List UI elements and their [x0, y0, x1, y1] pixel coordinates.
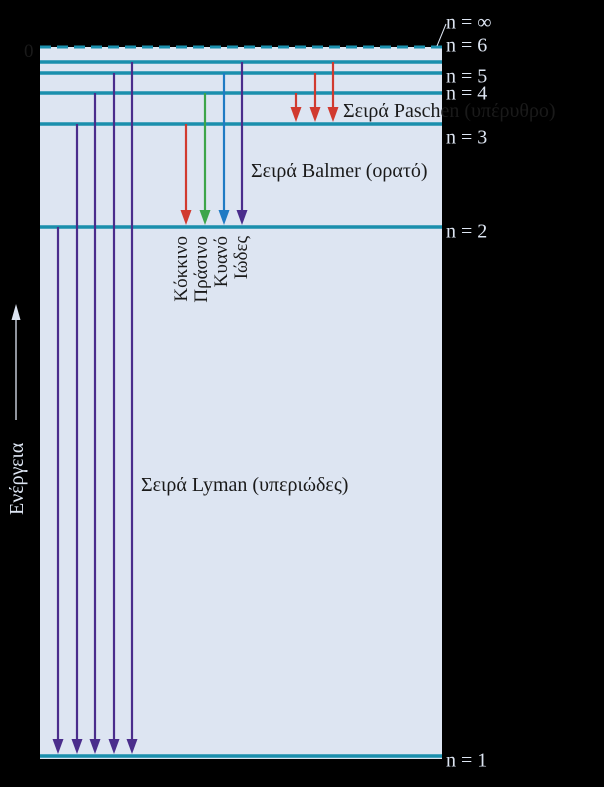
lyman-arrow-4-to-1 — [89, 93, 101, 754]
level-label-n-3: n = 3 — [446, 127, 487, 149]
balmer-series-label: Σειρά Balmer (ορατό) — [251, 160, 428, 182]
energy-axis-arrowhead — [11, 304, 21, 320]
balmer-arrow-4-to-2 — [199, 93, 211, 225]
balmer-color-label-green: Πράσινο — [191, 236, 212, 303]
lyman-series-label: Σειρά Lyman (υπεριώδες) — [141, 474, 348, 496]
balmer-color-label-violet: Ιώδες — [231, 236, 252, 280]
level-label-n-inf: n = ∞ — [446, 12, 492, 34]
n-inf-leader-line — [436, 23, 447, 47]
paschen-arrow-5-to-3 — [309, 73, 321, 122]
transition-arrows — [52, 62, 339, 754]
energy-axis-label: Ενέργεια — [6, 442, 28, 515]
zero-energy-label: 0 — [24, 41, 34, 62]
lyman-arrow-6-to-1 — [126, 62, 138, 754]
paschen-arrow-4-to-3 — [290, 93, 302, 122]
level-label-n-2: n = 2 — [446, 221, 487, 243]
level-label-n-5: n = 5 — [446, 66, 487, 88]
paschen-arrow-6-to-3 — [327, 62, 339, 122]
lyman-arrow-2-to-1 — [52, 227, 64, 754]
balmer-color-labels: Κόκκινο Πράσινο Κυανό Ιώδες — [171, 236, 252, 303]
paschen-series-label: Σειρά Paschen (υπέρυθρο) — [343, 100, 556, 122]
level-label-n-4: n = 4 — [446, 83, 487, 105]
level-label-n-6: n = 6 — [446, 35, 487, 57]
energy-axis: Ενέργεια — [6, 304, 28, 515]
balmer-color-label-red: Κόκκινο — [171, 236, 192, 302]
balmer-arrow-5-to-2 — [218, 73, 230, 225]
lyman-arrow-3-to-1 — [71, 124, 83, 754]
level-label-n-1: n = 1 — [446, 750, 487, 772]
balmer-color-label-cyan: Κυανό — [211, 236, 232, 287]
balmer-arrow-3-to-2 — [180, 124, 192, 225]
lyman-arrow-5-to-1 — [108, 73, 120, 754]
balmer-arrow-6-to-2 — [236, 62, 248, 225]
